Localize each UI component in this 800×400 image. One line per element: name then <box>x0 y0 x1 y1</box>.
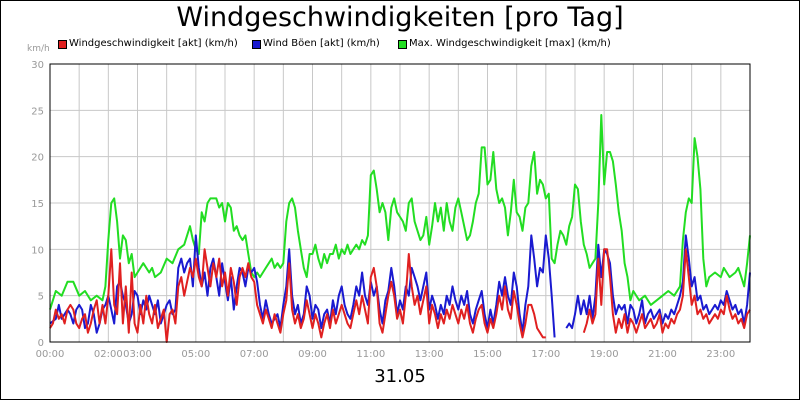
chart-title: Windgeschwindigkeiten [pro Tag] <box>176 2 624 33</box>
legend-swatch-blue <box>252 40 261 49</box>
y-tick-label: 0 <box>38 338 44 349</box>
series-lines <box>49 114 751 343</box>
x-axis-ticks: 00:00 02:00 03:00 05:00 07:00 09:00 11:00 13:00… <box>36 349 736 360</box>
x-tick-label: 19:00 <box>590 349 619 360</box>
y-tick-label: 10 <box>31 245 44 256</box>
x-tick-label: 09:00 <box>298 349 327 360</box>
x-tick-label: 23:00 <box>706 349 735 360</box>
x-tick-label: 07:00 <box>240 349 269 360</box>
y-tick-label: 30 <box>31 60 44 71</box>
y-tick-label: 5 <box>38 292 44 303</box>
x-tick-label: 13:00 <box>415 349 444 360</box>
series-line <box>49 114 751 310</box>
y-axis-ticks: 0 5 10 15 20 25 30 <box>31 60 44 349</box>
legend-swatch-red <box>58 40 67 49</box>
legend-label: Wind Böen [akt] (km/h) <box>263 38 380 49</box>
legend-swatch-green <box>398 40 407 49</box>
legend-label: Max. Windgeschwindigkeit [max] (km/h) <box>409 38 611 49</box>
x-tick-label: 15:00 <box>473 349 502 360</box>
x-tick-label: 17:00 <box>531 349 560 360</box>
x-tick-label: 21:00 <box>648 349 677 360</box>
plot-border <box>49 63 751 343</box>
legend-label: Windgeschwindigkeit [akt] (km/h) <box>69 38 238 49</box>
y-tick-label: 25 <box>31 106 44 117</box>
x-tick-label: 02:00 <box>94 349 123 360</box>
x-tick-label: 00:00 <box>36 349 65 360</box>
series-line <box>582 248 751 334</box>
y-axis-unit: km/h <box>27 44 50 54</box>
date-label: 31.05 <box>374 366 426 387</box>
x-tick-label: 05:00 <box>181 349 210 360</box>
y-tick-label: 15 <box>31 199 44 210</box>
y-tick-label: 20 <box>31 153 44 164</box>
x-tick-label: 11:00 <box>356 349 385 360</box>
x-tick-label: 03:00 <box>123 349 152 360</box>
series-line <box>49 248 546 343</box>
